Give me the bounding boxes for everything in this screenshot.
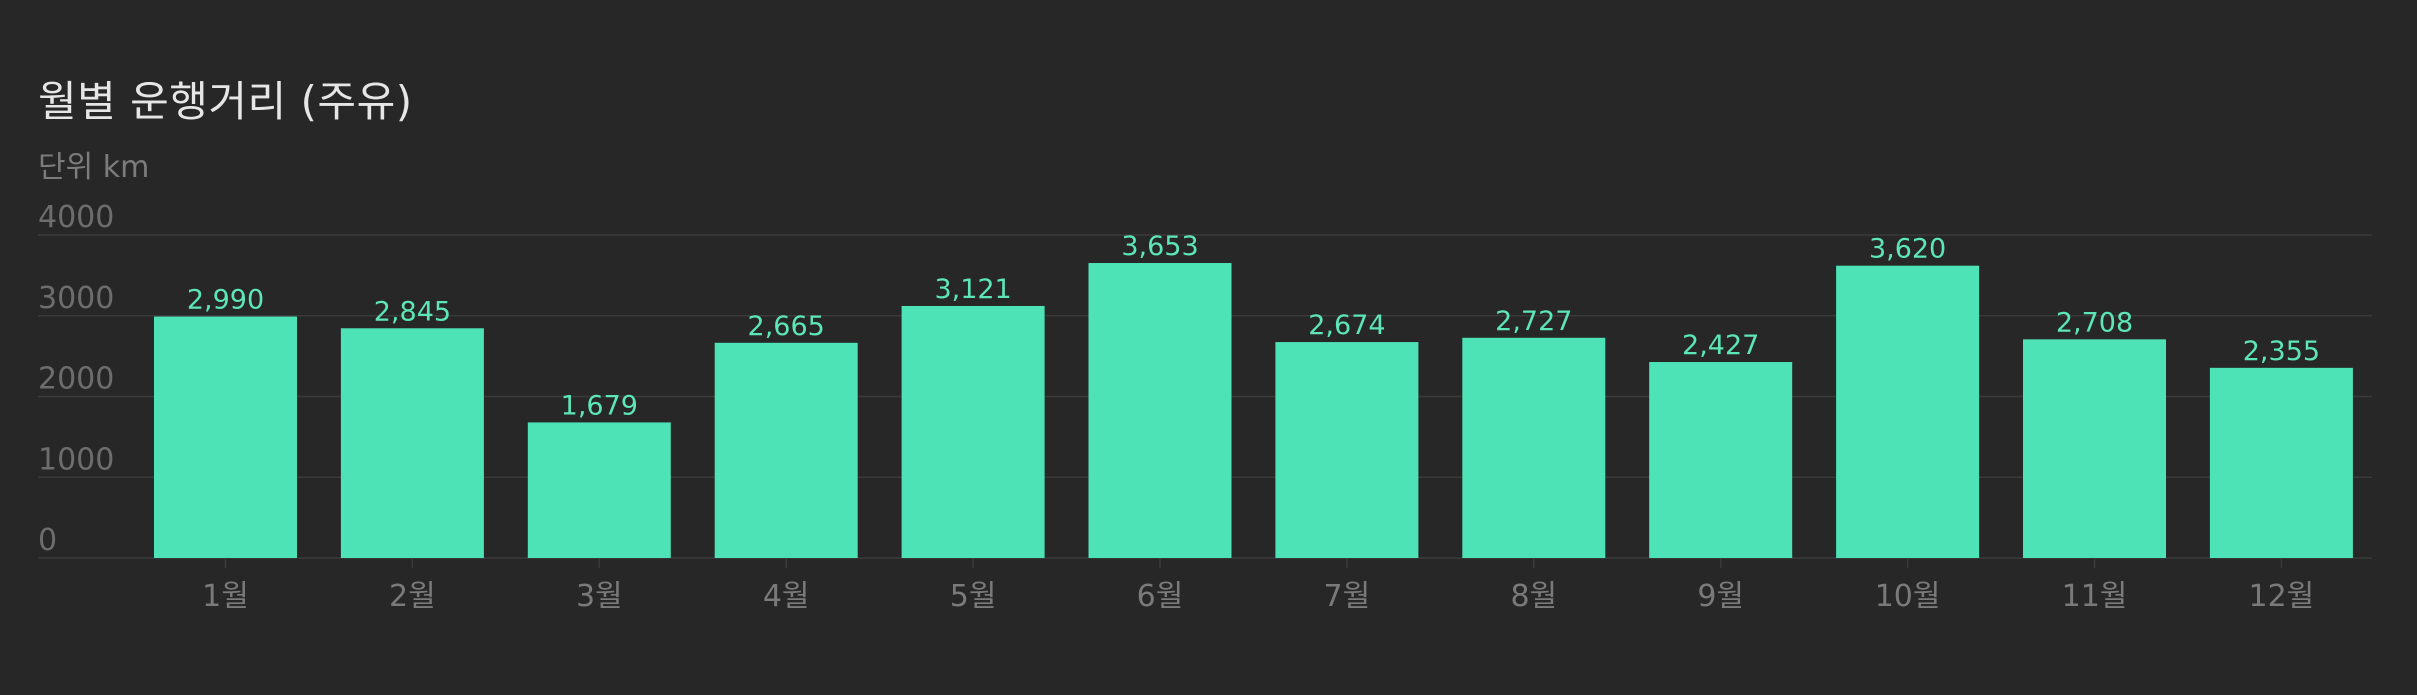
data-label: 3,653 (1121, 231, 1198, 262)
data-label: 2,990 (187, 285, 264, 316)
bar-9[interactable] (1649, 362, 1793, 558)
x-tick-label: 5월 (950, 579, 997, 614)
y-tick-label: 3000 (38, 281, 114, 316)
bar-3[interactable] (527, 422, 671, 558)
x-tick-label: 1월 (202, 579, 249, 614)
y-tick-label: 1000 (38, 442, 114, 477)
value-labels: 2,990 2,845 1,679 2,665 3,121 3,653 2,674 2,727… (187, 231, 2320, 421)
x-tick-label: 6월 (1137, 579, 1184, 614)
bar-5[interactable] (901, 305, 1045, 558)
x-tick-label: 9월 (1697, 579, 1744, 614)
x-tick-label: 12월 (2249, 579, 2315, 614)
data-label: 3,121 (934, 274, 1011, 305)
chart-unit-label: 단위 km (38, 150, 150, 185)
bar-6[interactable] (1088, 263, 1232, 558)
bar-1[interactable] (154, 316, 297, 558)
data-label: 2,727 (1495, 306, 1572, 337)
x-tick-label: 10월 (1875, 579, 1941, 614)
y-tick-label: 0 (38, 523, 57, 558)
x-tick-label: 8월 (1510, 579, 1557, 614)
data-label: 2,427 (1682, 330, 1759, 361)
data-label: 2,845 (374, 296, 451, 327)
data-label: 1,679 (561, 390, 638, 421)
x-axis-ticks: 1월 2월 3월 4월 5월 6월 7월 8월 9월 10월 11월 12월 (202, 558, 2314, 614)
chart-title: 월별 운행거리 (주유) (38, 77, 413, 126)
bar-11[interactable] (2023, 339, 2166, 558)
x-tick-label: 3월 (576, 579, 623, 614)
bar-7[interactable] (1275, 342, 1419, 558)
x-tick-label: 2월 (389, 579, 436, 614)
bar-8[interactable] (1462, 337, 1606, 558)
x-tick-label: 7월 (1324, 579, 1371, 614)
y-tick-label: 4000 (38, 200, 114, 235)
x-tick-label: 4월 (763, 579, 810, 614)
x-tick-label: 11월 (2062, 579, 2128, 614)
bar-2[interactable] (340, 328, 484, 558)
data-label: 2,355 (2243, 336, 2320, 367)
y-tick-label: 2000 (38, 362, 114, 397)
bar-4[interactable] (714, 342, 858, 558)
y-axis-ticks: 0 1000 2000 3000 4000 (38, 200, 114, 558)
bars (154, 263, 2353, 558)
bar-10[interactable] (1836, 265, 1980, 558)
data-label: 2,674 (1308, 310, 1385, 341)
data-label: 3,620 (1869, 234, 1946, 265)
data-label: 2,665 (748, 311, 825, 342)
bar-12[interactable] (2209, 367, 2353, 558)
data-label: 2,708 (2056, 307, 2133, 338)
